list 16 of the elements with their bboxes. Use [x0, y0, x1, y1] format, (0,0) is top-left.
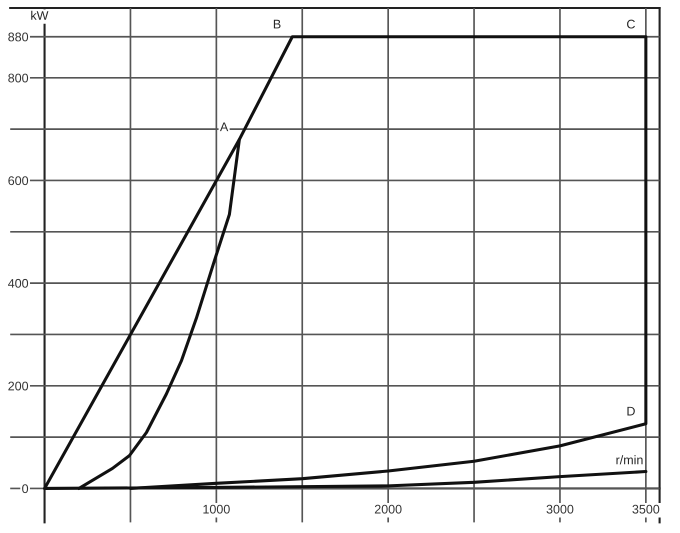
y-tick-label: 200 [8, 382, 28, 390]
annotation: D [627, 406, 635, 416]
x-tick-label: 3000 [546, 504, 574, 514]
annotation: A [220, 122, 228, 132]
annotation: C [627, 20, 635, 29]
y-tick-label: 400 [8, 278, 28, 288]
y-tick-label: 600 [8, 176, 28, 186]
x-tick-label: 1000 [203, 504, 230, 514]
y-tick-label: 0 [22, 484, 28, 494]
annotation: B [274, 20, 281, 28]
x-tick-label: 2000 [374, 504, 402, 514]
y-tick-label: 880 [8, 32, 28, 42]
x-axis-title: r/min [616, 455, 643, 464]
y-axis-title: kW [31, 10, 48, 20]
y-tick-label: 800 [8, 74, 28, 82]
x-tick-label: 3500 [632, 504, 660, 514]
